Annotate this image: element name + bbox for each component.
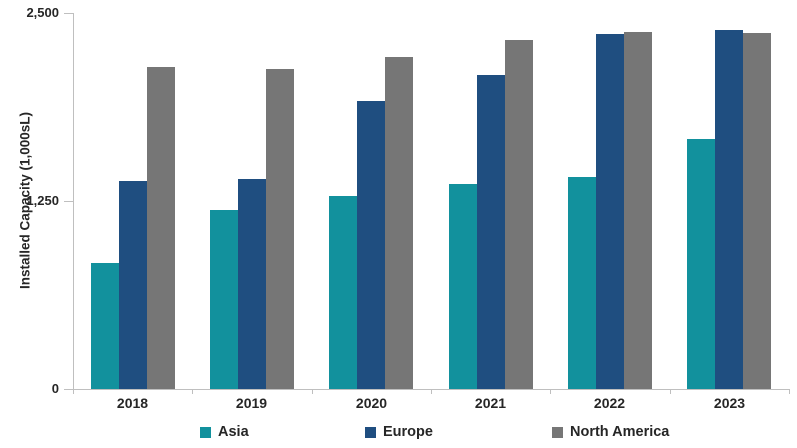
bar-europe-2023 <box>715 30 744 389</box>
plot-area <box>73 13 789 389</box>
bar-group-2022 <box>550 13 669 389</box>
legend-swatch-icon <box>365 426 376 438</box>
y-tick-mark <box>64 13 73 14</box>
x-category-label-2023: 2023 <box>713 395 746 411</box>
bar-north-america-2023 <box>743 33 772 389</box>
x-tick-mark <box>670 389 671 394</box>
x-tick-mark <box>431 389 432 394</box>
y-tick-label: 1,250 <box>26 193 59 208</box>
bar-group-2021 <box>431 13 550 389</box>
bar-north-america-2022 <box>623 32 652 389</box>
bar-europe-2022 <box>595 34 624 389</box>
legend-label: North America <box>570 424 670 440</box>
bar-group-2019 <box>192 13 311 389</box>
x-tick-mark <box>550 389 551 394</box>
legend-label: Europe <box>383 424 433 440</box>
y-axis-line <box>73 13 74 390</box>
bar-north-america-2020 <box>385 57 414 389</box>
x-tick-mark <box>73 389 74 394</box>
bar-europe-2018 <box>118 181 147 389</box>
legend-swatch-icon <box>200 426 211 438</box>
legend-item-asia: Asia <box>200 424 249 440</box>
bar-group-2018 <box>73 13 192 389</box>
legend-item-north-america: North America <box>552 424 669 440</box>
bar-group-2020 <box>312 13 431 389</box>
legend-label: Asia <box>218 424 249 440</box>
bar-europe-2021 <box>476 75 505 389</box>
bar-europe-2020 <box>357 101 386 389</box>
bar-asia-2021 <box>448 184 477 389</box>
x-category-label-2019: 2019 <box>235 395 268 411</box>
bar-group-2023 <box>670 13 789 389</box>
y-tick-mark <box>64 389 73 390</box>
y-tick-label: 2,500 <box>26 5 59 20</box>
y-tick-label: 0 <box>51 381 59 396</box>
bar-north-america-2018 <box>146 67 175 389</box>
bar-north-america-2019 <box>265 69 294 389</box>
bar-asia-2018 <box>90 263 119 389</box>
x-category-label-2021: 2021 <box>474 395 507 411</box>
legend-item-europe: Europe <box>365 424 433 440</box>
x-tick-mark <box>192 389 193 394</box>
bar-asia-2022 <box>567 177 596 389</box>
x-axis-line <box>64 389 789 390</box>
x-tick-mark <box>312 389 313 394</box>
legend-swatch-icon <box>552 426 563 438</box>
bar-north-america-2021 <box>504 40 533 389</box>
x-tick-mark <box>789 389 790 394</box>
y-tick-mark <box>64 201 73 202</box>
bar-europe-2019 <box>237 179 266 389</box>
x-category-label-2020: 2020 <box>355 395 388 411</box>
bar-asia-2019 <box>209 210 238 389</box>
bar-asia-2023 <box>687 139 716 389</box>
x-category-label-2022: 2022 <box>593 395 626 411</box>
bar-asia-2020 <box>329 196 358 389</box>
x-category-label-2018: 2018 <box>116 395 149 411</box>
